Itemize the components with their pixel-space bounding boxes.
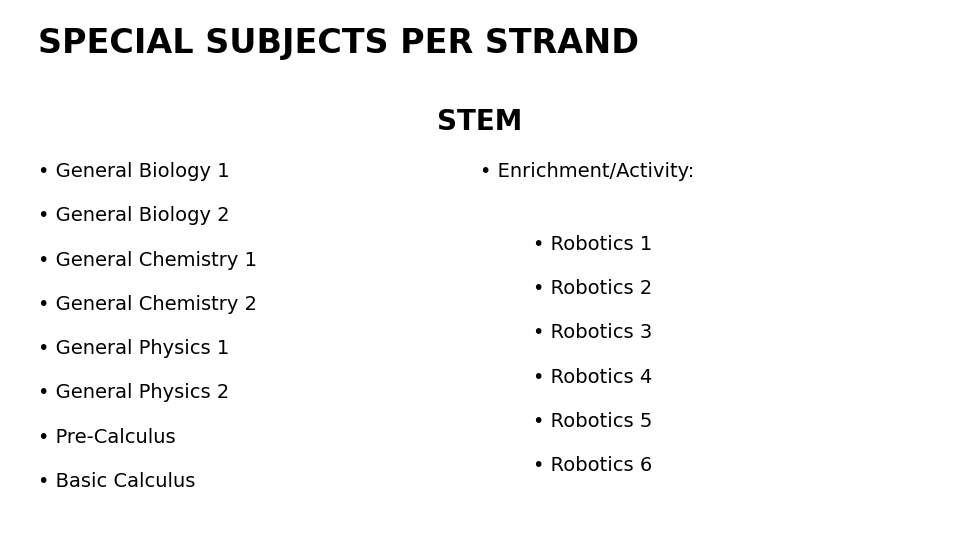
- Text: • Robotics 1: • Robotics 1: [533, 235, 652, 254]
- Text: • General Physics 1: • General Physics 1: [38, 339, 229, 358]
- Text: • Robotics 5: • Robotics 5: [533, 412, 652, 431]
- Text: • Robotics 2: • Robotics 2: [533, 279, 652, 298]
- Text: • General Chemistry 2: • General Chemistry 2: [38, 295, 257, 314]
- Text: • General Biology 2: • General Biology 2: [38, 206, 230, 225]
- Text: • Enrichment/Activity:: • Enrichment/Activity:: [480, 162, 694, 181]
- Text: • Basic Calculus: • Basic Calculus: [38, 472, 196, 491]
- Text: • Pre-Calculus: • Pre-Calculus: [38, 428, 176, 447]
- Text: • General Physics 2: • General Physics 2: [38, 383, 229, 402]
- Text: • General Biology 1: • General Biology 1: [38, 162, 230, 181]
- Text: • Robotics 3: • Robotics 3: [533, 323, 652, 342]
- Text: • Robotics 6: • Robotics 6: [533, 456, 652, 475]
- Text: • Robotics 4: • Robotics 4: [533, 368, 652, 387]
- Text: • General Chemistry 1: • General Chemistry 1: [38, 251, 257, 269]
- Text: SPECIAL SUBJECTS PER STRAND: SPECIAL SUBJECTS PER STRAND: [38, 27, 639, 60]
- Text: STEM: STEM: [438, 108, 522, 136]
